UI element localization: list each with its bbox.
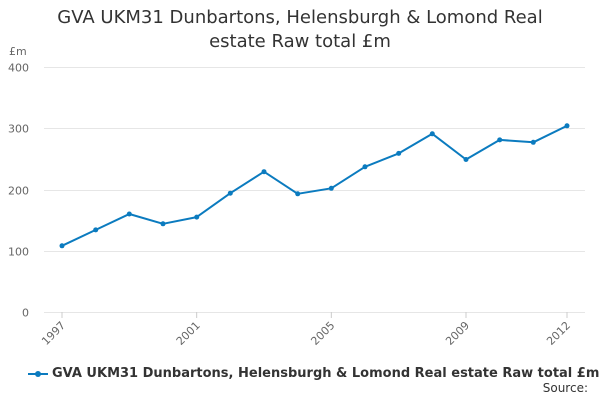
series-layer bbox=[59, 123, 570, 249]
data-point-2002 bbox=[227, 190, 233, 196]
grid-lines bbox=[44, 67, 585, 313]
data-point-2000 bbox=[160, 221, 166, 227]
y-tick-label-100: 100 bbox=[8, 246, 29, 259]
data-point-2004 bbox=[295, 191, 301, 197]
legend[interactable]: GVA UKM31 Dunbartons, Helensburgh & Lomo… bbox=[28, 366, 599, 381]
y-tick-label-300: 300 bbox=[8, 123, 29, 136]
data-point-2003 bbox=[261, 169, 267, 175]
data-point-1998 bbox=[93, 227, 99, 233]
source-label: Source: bbox=[542, 381, 588, 395]
data-point-2010 bbox=[497, 137, 503, 143]
chart-title: GVA UKM31 Dunbartons, Helensburgh & Lomo… bbox=[0, 6, 600, 54]
data-point-1997 bbox=[59, 243, 65, 249]
data-point-2001 bbox=[194, 214, 200, 220]
x-tick-label-2012: 2012 bbox=[544, 319, 573, 348]
y-tick-label-400: 400 bbox=[8, 62, 29, 75]
data-point-2006 bbox=[362, 164, 368, 170]
data-point-2007 bbox=[396, 150, 402, 156]
x-tick-label-1997: 1997 bbox=[39, 319, 68, 348]
x-tick-label-2001: 2001 bbox=[174, 319, 203, 348]
chart-title-line-1: GVA UKM31 Dunbartons, Helensburgh & Lomo… bbox=[57, 7, 543, 28]
y-tick-label-0: 0 bbox=[22, 307, 29, 320]
data-point-2005 bbox=[328, 185, 334, 191]
x-tick-label-2005: 2005 bbox=[308, 319, 337, 348]
y-tick-label-200: 200 bbox=[8, 185, 29, 198]
data-point-2009 bbox=[463, 157, 469, 162]
x-axis-tick-labels: 1997 2001 2005 2009 2012 bbox=[39, 312, 573, 348]
series-line-0 bbox=[61, 124, 568, 247]
x-tick-label-2009: 2009 bbox=[443, 319, 472, 348]
y-axis-tick-labels: 0 100 200 300 400 bbox=[8, 62, 29, 320]
data-point-2012 bbox=[564, 123, 570, 129]
data-point-2008 bbox=[429, 131, 435, 137]
legend-label: GVA UKM31 Dunbartons, Helensburgh & Lomo… bbox=[52, 366, 600, 381]
legend-line-marker-icon bbox=[28, 368, 48, 380]
y-axis-unit-label: £m bbox=[9, 45, 27, 58]
chart-title-line-2: estate Raw total £m bbox=[209, 31, 391, 52]
data-point-1999 bbox=[126, 211, 132, 217]
data-point-2011 bbox=[530, 139, 536, 145]
